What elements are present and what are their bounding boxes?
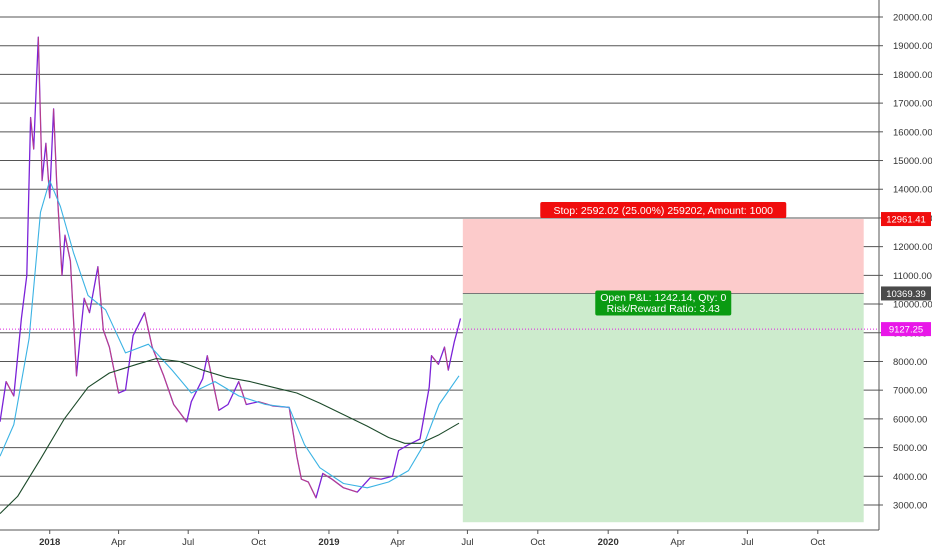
price-tick-label: 5000.00 — [893, 443, 927, 454]
entry-price-badge — [881, 286, 931, 301]
price-tick-label: 14000.00 — [893, 185, 932, 196]
risk-zone[interactable] — [462, 219, 864, 294]
price-tick-label: 7000.00 — [893, 386, 927, 397]
time-tick-label: 2020 — [598, 537, 619, 548]
price-tick-label: 3000.00 — [893, 501, 927, 512]
price-down-segment — [45, 143, 51, 198]
price-down-segment — [69, 260, 77, 376]
series-line-ma_fast — [0, 180, 460, 489]
price-tick-label: 10000.00 — [893, 300, 932, 311]
pnl-info-label: Open P&L: 1242.14, Qty: 0 — [600, 292, 726, 304]
price-down-segment — [301, 478, 309, 483]
price-down-segment — [102, 329, 110, 348]
price-down-segment — [163, 375, 175, 405]
price-down-segment — [151, 346, 165, 376]
price-down-segment — [37, 37, 43, 181]
time-tick-label: Apr — [111, 537, 126, 548]
price-tick-label: 15000.00 — [893, 156, 932, 167]
time-axis[interactable]: 2018 Apr Jul Oct 2019 Apr Jul Oct 2020 Apr Jul Oct — [0, 529, 879, 548]
price-down-segment — [431, 355, 439, 365]
price-down-segment — [331, 478, 344, 489]
price-down-segment — [343, 487, 358, 493]
price-tick-label: 16000.00 — [893, 127, 932, 138]
price-tick-label: 20000.00 — [893, 13, 932, 24]
price-down-segment — [144, 312, 153, 348]
time-tick-label: Jul — [182, 537, 194, 548]
price-tick-label: 18000.00 — [893, 70, 932, 81]
risk-reward-label: Risk/Reward Ratio: 3.43 — [607, 303, 720, 315]
series-line-price — [0, 36, 462, 499]
stop-info-label: Stop: 2592.02 (25.00%) 259202, Amount: 1… — [554, 205, 774, 217]
pnl-info-badge — [595, 290, 732, 316]
time-tick-label: 2018 — [39, 537, 60, 548]
price-down-segment — [64, 235, 71, 262]
price-down-segment — [56, 180, 63, 276]
price-down-segment — [288, 407, 298, 457]
price-tick-label: 8000.00 — [893, 357, 927, 368]
price-down-segment — [53, 108, 58, 181]
current-price-label: 9127.25 — [889, 325, 923, 336]
price-down-segment — [370, 477, 382, 480]
price-down-segment — [109, 347, 119, 394]
time-tick-label: 2019 — [318, 537, 339, 548]
price-tick-label: 19000.00 — [893, 41, 932, 52]
stop-price-label: 12961.41 — [886, 215, 926, 226]
price-down-segment — [307, 481, 317, 498]
price-tick-label: 6000.00 — [893, 414, 927, 425]
price-tick-label: 11000.00 — [893, 271, 932, 282]
price-axis[interactable]: 3000.00 4000.00 5000.00 6000.00 7000.00 8000.… — [878, 0, 932, 530]
time-tick-label: Oct — [810, 537, 825, 548]
price-down-segment — [97, 266, 104, 330]
position-tool[interactable] — [462, 219, 864, 523]
price-down-segment — [83, 298, 90, 313]
entry-price-label: 10369.39 — [886, 289, 926, 300]
price-down-segment — [444, 347, 449, 371]
series-layer — [0, 36, 462, 514]
stop-info-badge — [540, 202, 787, 219]
price-down-segment — [173, 404, 187, 422]
price-down-segment — [238, 381, 247, 405]
price-tick-label: 12000.00 — [893, 242, 932, 253]
price-down-segment — [296, 456, 302, 480]
position-labels: Stop: 2592.02 (25.00%) 259202, Amount: 1… — [540, 202, 787, 316]
price-tick-label: 4000.00 — [893, 472, 927, 483]
price-tick-label: 17000.00 — [893, 99, 932, 110]
reward-zone[interactable] — [462, 293, 864, 523]
series-line-ma_slow — [0, 358, 460, 514]
time-tick-label: Jul — [741, 537, 753, 548]
price-down-segment — [322, 473, 333, 480]
time-tick-label: Oct — [530, 537, 545, 548]
time-tick-label: Jul — [461, 537, 473, 548]
time-tick-label: Apr — [670, 537, 685, 548]
price-down-segment — [5, 381, 15, 397]
price-down-segment — [30, 117, 35, 150]
time-tick-label: Apr — [390, 537, 405, 548]
time-tick-label: Oct — [251, 537, 266, 548]
current-price-badge — [881, 322, 931, 337]
stop-price-badge — [881, 212, 931, 227]
